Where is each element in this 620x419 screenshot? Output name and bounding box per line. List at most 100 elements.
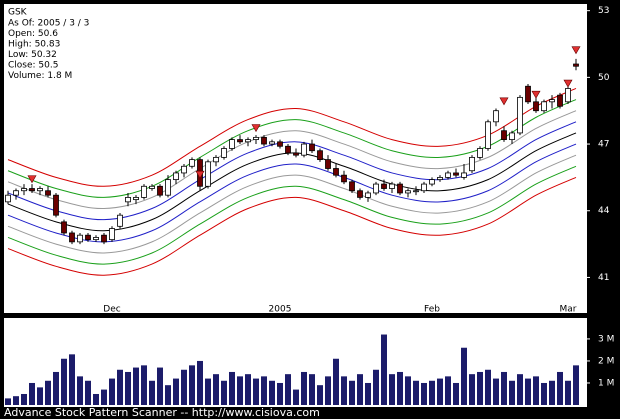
volume-bar [61, 358, 67, 405]
footer: Advance Stock Pattern Scanner -- http://… [4, 406, 320, 419]
candle-body [269, 141, 275, 145]
volume-bar [13, 396, 19, 405]
candle-body [477, 148, 483, 158]
volume-bar [301, 371, 307, 405]
volume-bar [373, 369, 379, 405]
volume-bar [453, 382, 459, 405]
volume-bar [405, 376, 411, 405]
candle-body [541, 101, 547, 112]
volume-bar [277, 382, 283, 405]
volume-bar [117, 369, 123, 405]
candle-body [405, 190, 411, 194]
candle-body [341, 174, 347, 183]
info-line: Open: 50.6 [8, 29, 58, 39]
candle-body [309, 143, 315, 152]
volume-bar [365, 382, 371, 405]
volume-bar [501, 371, 507, 405]
volume-bar [37, 387, 43, 405]
x-tick-label: Mar [560, 305, 577, 315]
candle-body [229, 139, 235, 149]
band-line [7, 154, 577, 254]
x-tick-label: Feb [424, 305, 440, 315]
candle-body [61, 221, 67, 234]
volume-bar [149, 380, 155, 405]
candle-body [565, 88, 571, 103]
candle-body [221, 148, 227, 158]
volume-bar [469, 374, 475, 405]
candle-body [557, 94, 563, 107]
volume-bar [69, 354, 75, 405]
candle-body [485, 121, 491, 149]
candle-body [301, 143, 307, 156]
candle-body [349, 181, 355, 192]
volume-bar [309, 374, 315, 405]
candle-body [469, 156, 475, 172]
volume-tick-label: 2 M [598, 356, 614, 366]
volume-bar [293, 389, 299, 405]
candle-body [173, 172, 179, 181]
volume-bar [517, 374, 523, 405]
y-tick-label: 47 [598, 140, 609, 150]
volume-bar [285, 374, 291, 405]
volume-bar [389, 374, 395, 405]
candle-body [253, 136, 259, 141]
volume-bar [413, 380, 419, 405]
candle-body [157, 185, 163, 196]
candle-body [133, 197, 139, 201]
candle-body [5, 194, 11, 203]
candle-body [205, 161, 211, 187]
volume-bar [549, 380, 555, 405]
volume-bar [85, 380, 91, 405]
volume-bar [229, 371, 235, 405]
candle-body [293, 152, 299, 156]
volume-bar [141, 365, 147, 405]
candle-body [13, 190, 19, 196]
volume-bar [189, 365, 195, 405]
signal-marker [499, 97, 509, 106]
candle-body [69, 232, 75, 243]
volume-bar [349, 380, 355, 405]
y-tick-label: 41 [598, 273, 609, 283]
candle-body [317, 150, 323, 161]
info-line: High: 50.83 [8, 40, 60, 50]
candle-body [437, 176, 443, 181]
y-tick-label: 53 [598, 6, 609, 16]
candle-body [357, 190, 363, 198]
candle-body [453, 172, 459, 176]
volume-bar [485, 369, 491, 405]
signal-marker [571, 46, 581, 55]
volume-bar [165, 385, 171, 405]
volume-bar [525, 378, 531, 405]
volume-bar [101, 389, 107, 405]
candle-body [549, 99, 555, 103]
candle-body [277, 141, 283, 147]
signal-marker [195, 170, 205, 179]
candle-body [165, 179, 171, 196]
volume-bar [197, 360, 203, 405]
candle-body [37, 188, 43, 192]
info-line: Low: 50.32 [8, 50, 57, 60]
volume-bar [237, 376, 243, 405]
volume-bar [333, 358, 339, 405]
candle-body [501, 130, 507, 141]
info-line: Close: 50.5 [8, 61, 58, 71]
volume-bar [5, 398, 11, 405]
volume-bar [509, 380, 515, 405]
volume-bar [317, 385, 323, 405]
candle-body [533, 101, 539, 112]
candle-body [149, 185, 155, 189]
candle-body [365, 192, 371, 198]
candle-body [421, 183, 427, 192]
candle-body [389, 183, 395, 189]
signal-marker [251, 124, 261, 133]
band-line [7, 121, 577, 221]
volume-bar [245, 374, 251, 405]
volume-bar [109, 378, 115, 405]
volume-bar [565, 380, 571, 405]
volume-bar [181, 369, 187, 405]
volume-bar [213, 374, 219, 405]
x-tick-label: 2005 [269, 305, 292, 315]
candle-body [237, 139, 243, 143]
band-line [7, 110, 577, 210]
volume-bar [397, 371, 403, 405]
